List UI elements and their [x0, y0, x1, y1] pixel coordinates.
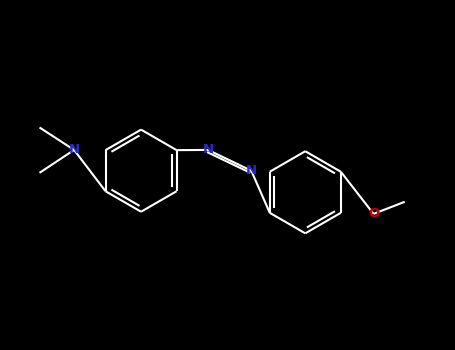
Text: N: N — [202, 144, 213, 156]
Text: N: N — [69, 144, 80, 156]
Text: N: N — [246, 164, 257, 177]
Text: O: O — [368, 208, 379, 220]
